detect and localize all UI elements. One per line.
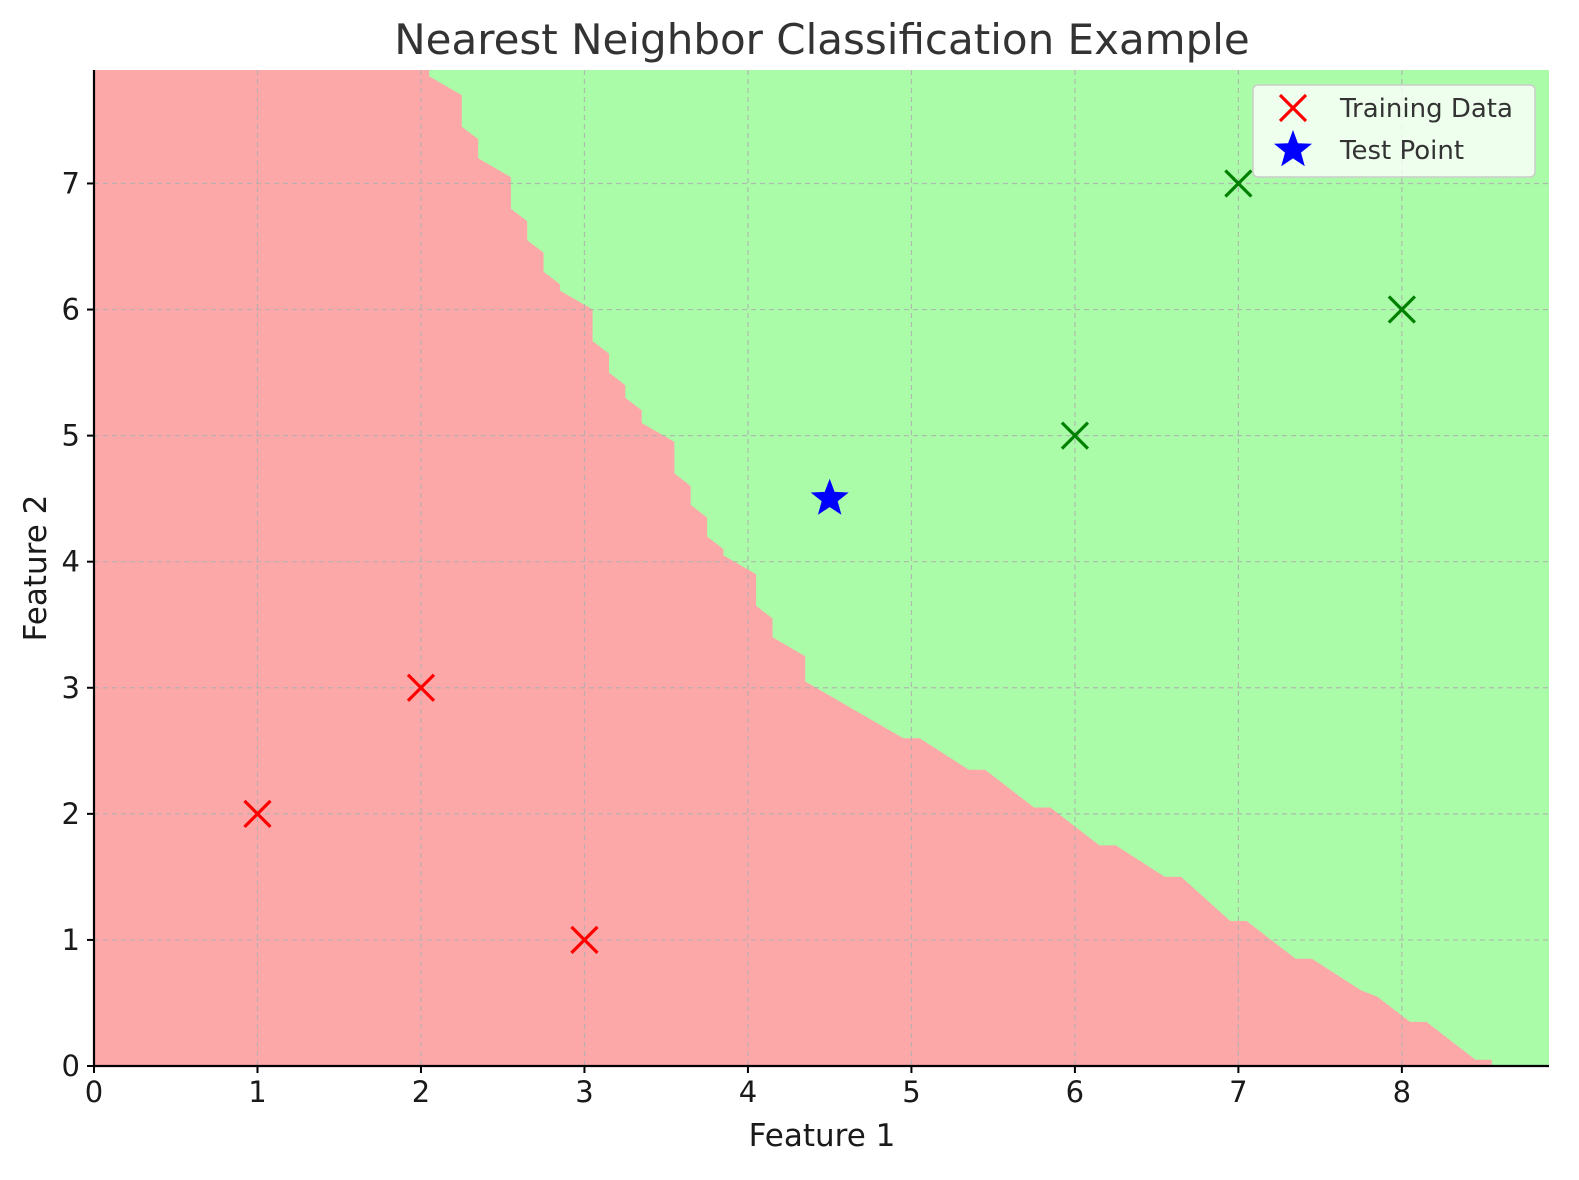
y-axis-ticks: 0 1 2 3 4 5 6 7 [62, 166, 94, 1083]
training-point-marker [1060, 421, 1090, 450]
data-markers [243, 169, 1416, 955]
x-tick-label: 4 [739, 1075, 757, 1109]
legend-x-marker [1278, 93, 1308, 123]
plot-area [93, 70, 1549, 1067]
class-red-region [94, 70, 1492, 1066]
y-axis-label: Feature 2 [18, 495, 54, 642]
x-tick-label: 8 [1393, 1075, 1411, 1109]
legend: Training Data Test Point [1252, 84, 1536, 178]
x-axis-ticks: 0 1 2 3 4 5 6 7 8 [85, 1066, 1411, 1109]
y-tick-label: 2 [62, 797, 80, 831]
legend-label: Training Data [1339, 94, 1513, 124]
legend-star-marker [1274, 130, 1312, 167]
x-tick-label: 2 [412, 1075, 430, 1109]
x-tick-label: 3 [575, 1075, 593, 1109]
y-tick-label: 0 [62, 1049, 80, 1083]
axes-spines [92, 70, 1549, 1068]
training-point-marker [406, 673, 436, 702]
y-tick-label: 4 [62, 545, 80, 579]
x-axis-label: Feature 1 [749, 1118, 896, 1154]
legend-item: Test Point [1274, 130, 1464, 167]
legend-label: Test Point [1339, 136, 1464, 166]
training-point-marker [1387, 295, 1416, 324]
x-tick-label: 5 [902, 1075, 920, 1109]
y-tick-label: 3 [62, 671, 80, 705]
y-tick-label: 5 [62, 419, 80, 453]
x-tick-label: 0 [85, 1075, 103, 1109]
test-point-marker [810, 478, 849, 515]
training-point-marker [1224, 169, 1253, 198]
y-tick-label: 1 [62, 923, 80, 957]
x-tick-label: 7 [1229, 1075, 1247, 1109]
chart-title: Nearest Neighbor Classification Example [394, 15, 1250, 64]
y-tick-label: 6 [62, 293, 80, 327]
x-tick-label: 1 [248, 1075, 266, 1109]
legend-item: Training Data [1278, 93, 1513, 124]
legend-box [1252, 84, 1536, 178]
training-point-marker [570, 925, 599, 955]
decision-regions [94, 70, 1549, 1066]
x-tick-label: 6 [1066, 1075, 1084, 1109]
y-tick-label: 7 [62, 166, 80, 200]
training-point-marker [243, 799, 272, 828]
